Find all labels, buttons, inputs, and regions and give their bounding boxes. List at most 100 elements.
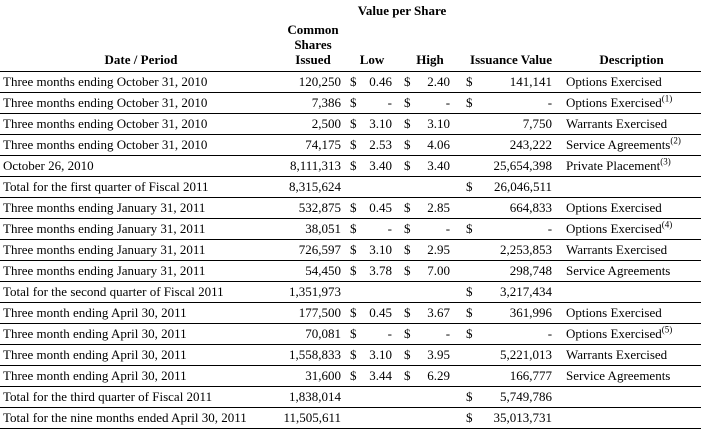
header-row-top: Value per Share bbox=[0, 0, 701, 19]
cell-issuance-value: 5,749,786 bbox=[478, 386, 563, 408]
cell-low-value: 3.10 bbox=[360, 344, 400, 366]
description-text: Options Exercised bbox=[566, 94, 662, 110]
cell-high-dollar bbox=[400, 281, 414, 303]
cell-low-dollar bbox=[344, 281, 360, 303]
cell-date-period: Three month ending April 30, 2011 bbox=[0, 365, 282, 387]
cell-low-value: 3.44 bbox=[360, 365, 400, 387]
cell-issuance-value: 35,013,731 bbox=[478, 407, 563, 429]
cell-low-dollar: $ bbox=[344, 71, 360, 93]
table-row: October 26, 2010 8,111,313 $3.40 $3.40 25,65… bbox=[0, 155, 701, 177]
table-row: Three month ending April 30, 2011 177,500… bbox=[0, 302, 701, 324]
cell-high-value bbox=[414, 281, 461, 303]
cell-low-dollar bbox=[344, 386, 360, 408]
cell-low-dollar: $ bbox=[344, 197, 360, 219]
description-text: Options Exercised bbox=[566, 220, 662, 236]
cell-description: Options Exercised(1) bbox=[562, 92, 701, 114]
cell-issuance-dollar: $ bbox=[460, 323, 479, 345]
cell-low-value: - bbox=[360, 218, 400, 240]
cell-low-value: 3.78 bbox=[360, 260, 400, 282]
cell-shares-issued: 54,450 bbox=[282, 260, 344, 282]
cell-low-value bbox=[360, 176, 400, 198]
cell-high-dollar: $ bbox=[400, 323, 414, 345]
cell-low-value: 2.53 bbox=[360, 134, 400, 156]
cell-issuance-dollar bbox=[460, 239, 479, 261]
cell-low-dollar: $ bbox=[344, 302, 360, 324]
description-text: Service Agreements bbox=[566, 367, 671, 383]
cell-shares-issued: 7,386 bbox=[282, 92, 344, 114]
header-spacer-left bbox=[0, 0, 344, 19]
cell-description: Options Exercised bbox=[562, 71, 701, 93]
cell-high-value: 3.67 bbox=[414, 302, 461, 324]
table-row: Three month ending April 30, 2011 70,081 $… bbox=[0, 323, 701, 345]
cell-high-dollar: $ bbox=[400, 113, 414, 135]
cell-date-period: Three months ending January 31, 2011 bbox=[0, 260, 282, 282]
cell-high-value: 3.40 bbox=[414, 155, 461, 177]
table-row: Three months ending October 31, 2010 120,… bbox=[0, 71, 701, 93]
cell-shares-issued: 38,051 bbox=[282, 218, 344, 240]
cell-date-period: Three months ending January 31, 2011 bbox=[0, 239, 282, 261]
total-row: Total for the third quarter of Fiscal 20… bbox=[0, 386, 701, 408]
cell-high-dollar: $ bbox=[400, 302, 414, 324]
cell-high-value: 3.95 bbox=[414, 344, 461, 366]
header-date-period: Date / Period bbox=[0, 19, 282, 72]
cell-low-dollar: $ bbox=[344, 113, 360, 135]
cell-shares-issued: 120,250 bbox=[282, 71, 344, 93]
cell-issuance-value: - bbox=[478, 218, 563, 240]
cell-high-value bbox=[414, 386, 461, 408]
header-row-main: Date / Period Common Shares Issued Low H… bbox=[0, 19, 701, 72]
cell-issuance-dollar: $ bbox=[460, 407, 479, 429]
cell-issuance-dollar bbox=[460, 113, 479, 135]
cell-low-dollar: $ bbox=[344, 344, 360, 366]
cell-issuance-dollar: $ bbox=[460, 302, 479, 324]
description-text: Warrants Exercised bbox=[566, 115, 668, 131]
cell-low-dollar: $ bbox=[344, 260, 360, 282]
table-row: Three month ending April 30, 2011 31,600 $… bbox=[0, 365, 701, 387]
cell-issuance-value: - bbox=[478, 323, 563, 345]
cell-description: Options Exercised(5) bbox=[562, 323, 701, 345]
cell-high-value: 2.85 bbox=[414, 197, 461, 219]
cell-issuance-value: 7,750 bbox=[478, 113, 563, 135]
total-row: Total for the first quarter of Fiscal 20… bbox=[0, 176, 701, 198]
cell-description: Private Placement(3) bbox=[562, 155, 701, 177]
cell-issuance-value: 141,141 bbox=[478, 71, 563, 93]
cell-issuance-dollar bbox=[460, 155, 479, 177]
cell-low-dollar: $ bbox=[344, 218, 360, 240]
cell-issuance-value: - bbox=[478, 92, 563, 114]
description-text: Service Agreements bbox=[566, 136, 671, 152]
cell-low-value: 3.10 bbox=[360, 113, 400, 135]
description-text: Warrants Exercised bbox=[566, 346, 668, 362]
table-row: Three months ending October 31, 2010 7,38… bbox=[0, 92, 701, 114]
cell-description: Options Exercised bbox=[562, 302, 701, 324]
footnote-ref: (2) bbox=[670, 135, 681, 146]
table-row: Three months ending October 31, 2010 74,1… bbox=[0, 134, 701, 156]
cell-description: Warrants Exercised bbox=[562, 113, 701, 135]
cell-description: Service Agreements bbox=[562, 260, 701, 282]
cell-date-period: Total for the third quarter of Fiscal 20… bbox=[0, 386, 282, 408]
table-row: Three months ending January 31, 2011 38,0… bbox=[0, 218, 701, 240]
cell-low-dollar: $ bbox=[344, 239, 360, 261]
cell-issuance-dollar: $ bbox=[460, 218, 479, 240]
cell-low-dollar: $ bbox=[344, 323, 360, 345]
cell-issuance-dollar bbox=[460, 197, 479, 219]
cell-high-dollar bbox=[400, 386, 414, 408]
description-text: Service Agreements bbox=[566, 262, 671, 278]
cell-issuance-dollar bbox=[460, 344, 479, 366]
cell-shares-issued: 2,500 bbox=[282, 113, 344, 135]
cell-issuance-value: 664,833 bbox=[478, 197, 563, 219]
cell-description bbox=[562, 281, 701, 303]
footnote-ref: (3) bbox=[660, 156, 671, 167]
cell-issuance-value: 5,221,013 bbox=[478, 344, 563, 366]
table-row: Three months ending January 31, 2011 54,4… bbox=[0, 260, 701, 282]
cell-high-dollar: $ bbox=[400, 344, 414, 366]
cell-date-period: Three months ending October 31, 2010 bbox=[0, 134, 282, 156]
cell-shares-issued: 1,558,833 bbox=[282, 344, 344, 366]
cell-low-value bbox=[360, 281, 400, 303]
cell-high-value: - bbox=[414, 323, 461, 345]
table-body: Three months ending October 31, 2010 120,… bbox=[0, 71, 701, 429]
cell-high-value: 6.29 bbox=[414, 365, 461, 387]
description-text: Options Exercised bbox=[566, 199, 662, 215]
total-row: Total for the second quarter of Fiscal 2… bbox=[0, 281, 701, 303]
cell-low-value: 3.10 bbox=[360, 239, 400, 261]
table-row: Three months ending January 31, 2011 726,… bbox=[0, 239, 701, 261]
